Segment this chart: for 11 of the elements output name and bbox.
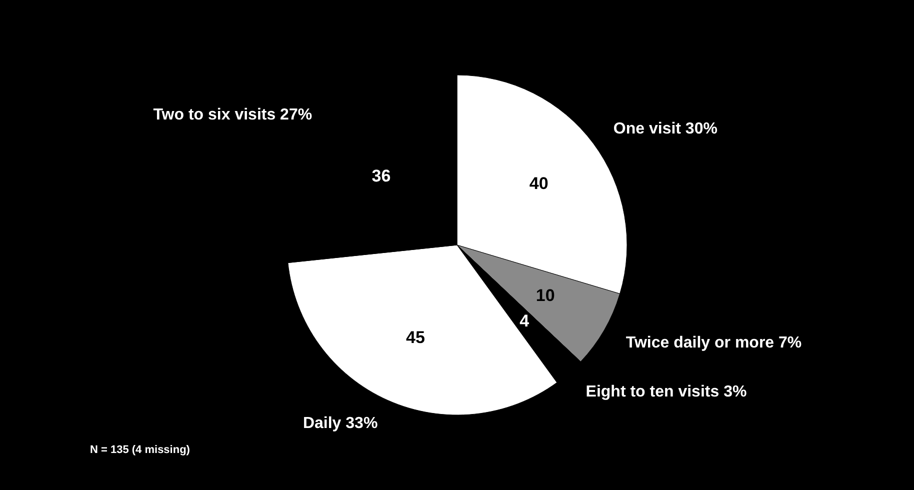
data-label: 36 — [372, 166, 391, 186]
data-label: 4 — [520, 312, 530, 331]
text: N = 135 (4 missing) — [90, 444, 190, 456]
slice-label: Daily 33% — [302, 415, 378, 432]
slice-label: Two to six visits 27% — [153, 106, 312, 124]
slice-label: Eight to ten visits 3% — [586, 383, 747, 400]
slice-label: Twice daily or more 7% — [626, 334, 802, 352]
data-label: 10 — [536, 286, 555, 305]
data-label: 40 — [529, 174, 548, 194]
data-label: 45 — [406, 328, 425, 348]
slice-label: One visit 30% — [613, 120, 718, 138]
